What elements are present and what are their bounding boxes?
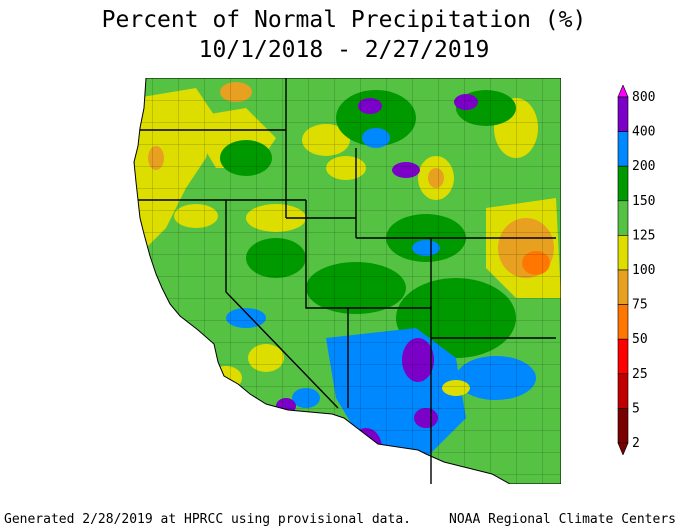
legend-swatch xyxy=(617,408,629,444)
legend-swatch xyxy=(617,338,629,375)
legend-swatch xyxy=(617,304,629,340)
color-legend: 800 400 200 150 125 100 75 50 25 5 2 xyxy=(617,85,655,455)
legend-tick-label: 50 xyxy=(632,332,648,347)
map-date-range: 10/1/2018 - 2/27/2019 xyxy=(198,37,490,63)
coastline xyxy=(133,78,561,484)
footer-generated-note: Generated 2/28/2019 at HPRCC using provi… xyxy=(4,512,411,527)
legend-tick-label: 2 xyxy=(632,436,640,451)
legend-tick-label: 25 xyxy=(632,367,648,382)
legend-tick-label: 400 xyxy=(632,125,655,140)
footer-attribution: NOAA Regional Climate Centers xyxy=(449,512,676,527)
legend-swatch xyxy=(617,200,629,236)
legend-swatch xyxy=(617,96,629,132)
legend-bottom-arrow xyxy=(617,442,629,455)
legend-tick-label: 200 xyxy=(632,159,655,174)
map-title: Percent of Normal Precipitation (%) xyxy=(101,7,587,33)
legend-swatch xyxy=(617,131,629,167)
legend-swatch xyxy=(617,373,629,409)
legend-tick-label: 5 xyxy=(632,401,640,416)
legend-tick-label: 75 xyxy=(632,298,648,313)
legend-tick-label: 150 xyxy=(632,194,655,209)
legend-swatch xyxy=(617,269,629,305)
state-boundaries xyxy=(138,78,556,484)
legend-swatch xyxy=(617,235,629,271)
legend-swatch xyxy=(617,165,629,202)
legend-tick-label: 125 xyxy=(632,228,655,243)
legend-top-arrow xyxy=(617,85,629,98)
precipitation-map xyxy=(133,78,561,484)
precip-field xyxy=(134,78,561,484)
legend-tick-label: 800 xyxy=(632,90,655,105)
legend-tick-label: 100 xyxy=(632,263,655,278)
